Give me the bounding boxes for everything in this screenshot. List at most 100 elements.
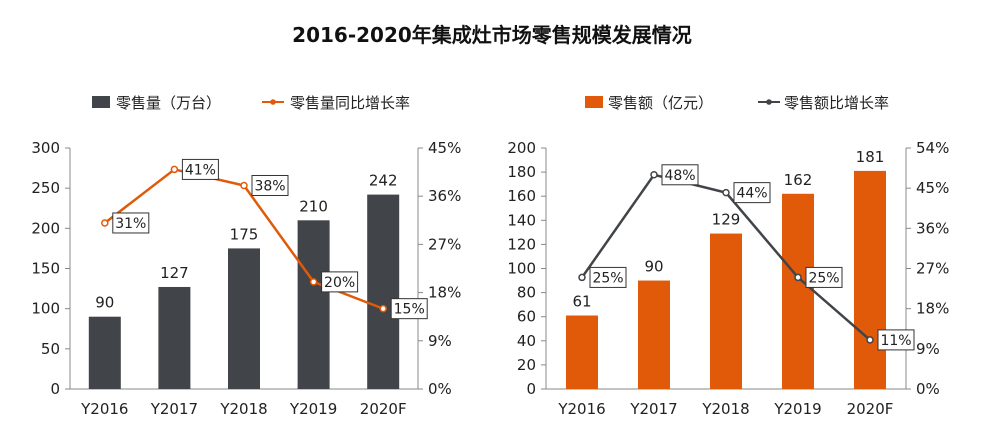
x-tick-label: Y2018	[701, 400, 749, 418]
y-left-tick-label: 200	[507, 139, 536, 157]
y-left-tick-label: 200	[31, 219, 60, 237]
growth-point	[578, 273, 586, 282]
growth-point	[722, 188, 730, 197]
y-left-tick-label: 150	[31, 260, 60, 278]
bar	[228, 248, 260, 389]
bar-value-label: 129	[712, 211, 741, 229]
y-left-tick-label: 100	[507, 260, 536, 278]
growth-label-box	[733, 182, 771, 204]
x-tick-label: Y2018	[219, 400, 267, 418]
y-right-tick-label: 18%	[428, 284, 461, 302]
y-right-tick-label: 54%	[916, 139, 949, 157]
legend-bar-swatch	[585, 96, 603, 108]
y-left-tick-label: 180	[507, 163, 536, 181]
growth-label: 20%	[324, 275, 355, 291]
bar-value-label: 210	[299, 197, 328, 215]
growth-label-box	[390, 298, 428, 320]
growth-label-box	[589, 266, 627, 288]
y-right-tick-label: 9%	[428, 332, 452, 350]
growth-label: 15%	[394, 302, 425, 318]
x-tick-label: 2020F	[847, 400, 894, 418]
growth-label: 38%	[254, 178, 285, 194]
growth-label: 31%	[115, 216, 146, 232]
bar	[782, 193, 814, 389]
bar	[88, 316, 121, 389]
growth-point	[240, 181, 248, 190]
y-right-tick-label: 36%	[428, 187, 461, 205]
bar	[854, 170, 886, 389]
y-right-tick-label: 9%	[916, 340, 940, 358]
growth-point	[650, 171, 658, 179]
growth-label-box	[112, 212, 150, 234]
y-right-tick-label: 45%	[916, 179, 949, 197]
growth-label-box	[321, 271, 359, 293]
y-left-tick-label: 0	[526, 380, 536, 398]
growth-point	[309, 278, 318, 286]
bar-value-label: 90	[95, 294, 114, 312]
growth-point	[379, 304, 387, 313]
bar-value-label: 61	[572, 292, 591, 310]
y-left-tick-label: 120	[507, 235, 536, 253]
y-left-tick-label: 300	[31, 139, 60, 157]
legend-line-label: 零售额比增长率	[784, 94, 889, 112]
growth-label: 48%	[664, 168, 695, 184]
y-left-tick-label: 0	[50, 380, 60, 398]
bar-value-label: 127	[160, 264, 189, 282]
bar	[638, 280, 670, 389]
bar-value-label: 181	[856, 148, 885, 166]
y-right-tick-label: 27%	[428, 235, 461, 253]
bar-value-label: 162	[784, 171, 813, 189]
bar	[297, 220, 330, 389]
y-left-tick-label: 40	[517, 332, 536, 350]
legend-line-marker	[270, 99, 276, 105]
x-tick-label: Y2016	[557, 400, 605, 418]
y-right-tick-label: 18%	[916, 300, 949, 318]
y-right-tick-label: 36%	[916, 219, 949, 237]
bar	[710, 233, 742, 389]
growth-label: 41%	[185, 162, 216, 178]
y-right-tick-label: 45%	[428, 139, 461, 157]
x-tick-label: Y2017	[629, 400, 677, 418]
x-tick-label: Y2016	[80, 400, 128, 418]
y-right-tick-label: 0%	[916, 380, 940, 398]
growth-label-box	[181, 158, 219, 180]
growth-label-box	[251, 174, 289, 196]
growth-point	[794, 273, 802, 282]
bar-value-label: 242	[369, 172, 398, 190]
y-left-tick-label: 50	[41, 340, 60, 358]
legend-line-label: 零售量同比增长率	[290, 94, 410, 112]
growth-point	[101, 219, 109, 227]
y-left-tick-label: 80	[517, 284, 536, 302]
y-right-tick-label: 27%	[916, 260, 949, 278]
y-left-tick-label: 20	[517, 356, 536, 374]
y-left-tick-label: 160	[507, 187, 536, 205]
bar-value-label: 175	[230, 225, 259, 243]
bar	[367, 194, 400, 389]
growth-label-box	[805, 266, 843, 288]
growth-label-box	[661, 164, 699, 186]
x-tick-label: Y2019	[289, 400, 337, 418]
chart-title: 2016-2020年集成灶市场零售规模发展情况	[292, 23, 692, 47]
growth-label: 25%	[808, 270, 839, 286]
y-right-tick-label: 0%	[428, 380, 452, 398]
bar-value-label: 90	[644, 258, 663, 276]
y-left-tick-label: 250	[31, 179, 60, 197]
growth-label-box	[877, 329, 915, 351]
bar	[566, 315, 598, 389]
y-left-tick-label: 60	[517, 308, 536, 326]
growth-point	[170, 165, 179, 174]
growth-label: 25%	[592, 270, 623, 286]
legend-bar-label: 零售量（万台）	[116, 94, 221, 112]
bar	[158, 286, 191, 389]
legend-bar-swatch	[92, 96, 110, 108]
x-tick-label: 2020F	[360, 400, 407, 418]
x-tick-label: Y2019	[773, 400, 821, 418]
legend-bar-label: 零售额（亿元）	[608, 94, 713, 112]
growth-point	[866, 336, 874, 344]
y-left-tick-label: 100	[31, 300, 60, 318]
legend-line-marker	[766, 99, 772, 105]
growth-label: 44%	[736, 186, 767, 202]
growth-label: 11%	[880, 333, 911, 349]
